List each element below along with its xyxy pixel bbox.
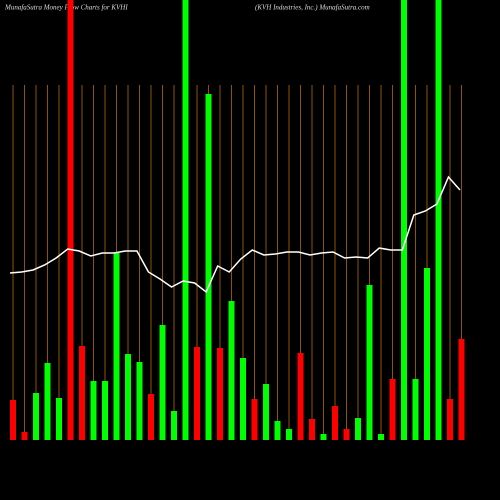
bar bbox=[56, 398, 62, 440]
bar bbox=[309, 419, 315, 440]
bar bbox=[79, 346, 85, 440]
bar bbox=[332, 406, 338, 440]
bar bbox=[412, 379, 419, 440]
chart-subtitle: (KVH Industries, Inc.) MunafaSutra.com bbox=[255, 4, 370, 12]
bar bbox=[274, 421, 281, 440]
bar bbox=[205, 94, 212, 440]
chart-title: MunafaSutra Money Flow Charts for KVHI bbox=[4, 4, 128, 12]
bar bbox=[113, 253, 120, 440]
bar bbox=[401, 0, 407, 440]
bar bbox=[251, 399, 258, 440]
bar bbox=[424, 268, 430, 440]
bar bbox=[378, 434, 384, 440]
bar bbox=[194, 347, 200, 440]
bar bbox=[21, 432, 28, 440]
bar bbox=[343, 429, 350, 440]
bar bbox=[125, 354, 131, 440]
bar bbox=[447, 399, 453, 440]
bar bbox=[320, 434, 327, 440]
bar bbox=[44, 363, 51, 440]
money-flow-line bbox=[9, 175, 461, 294]
bar bbox=[286, 429, 292, 440]
bar bbox=[389, 379, 396, 440]
bar bbox=[102, 381, 108, 440]
bar bbox=[458, 339, 465, 440]
bar bbox=[136, 362, 143, 440]
bar bbox=[435, 0, 442, 440]
bar bbox=[10, 400, 16, 440]
bar bbox=[240, 358, 246, 440]
bar bbox=[90, 381, 97, 440]
bar bbox=[355, 418, 361, 440]
bar bbox=[33, 393, 39, 440]
bar bbox=[67, 0, 74, 440]
bar bbox=[228, 301, 235, 440]
bar bbox=[297, 353, 304, 440]
bar bbox=[366, 285, 373, 440]
bar bbox=[159, 325, 166, 440]
bar bbox=[182, 0, 189, 440]
bar bbox=[217, 348, 223, 440]
bar bbox=[171, 411, 177, 440]
bar bbox=[148, 394, 154, 440]
bar bbox=[263, 384, 269, 440]
